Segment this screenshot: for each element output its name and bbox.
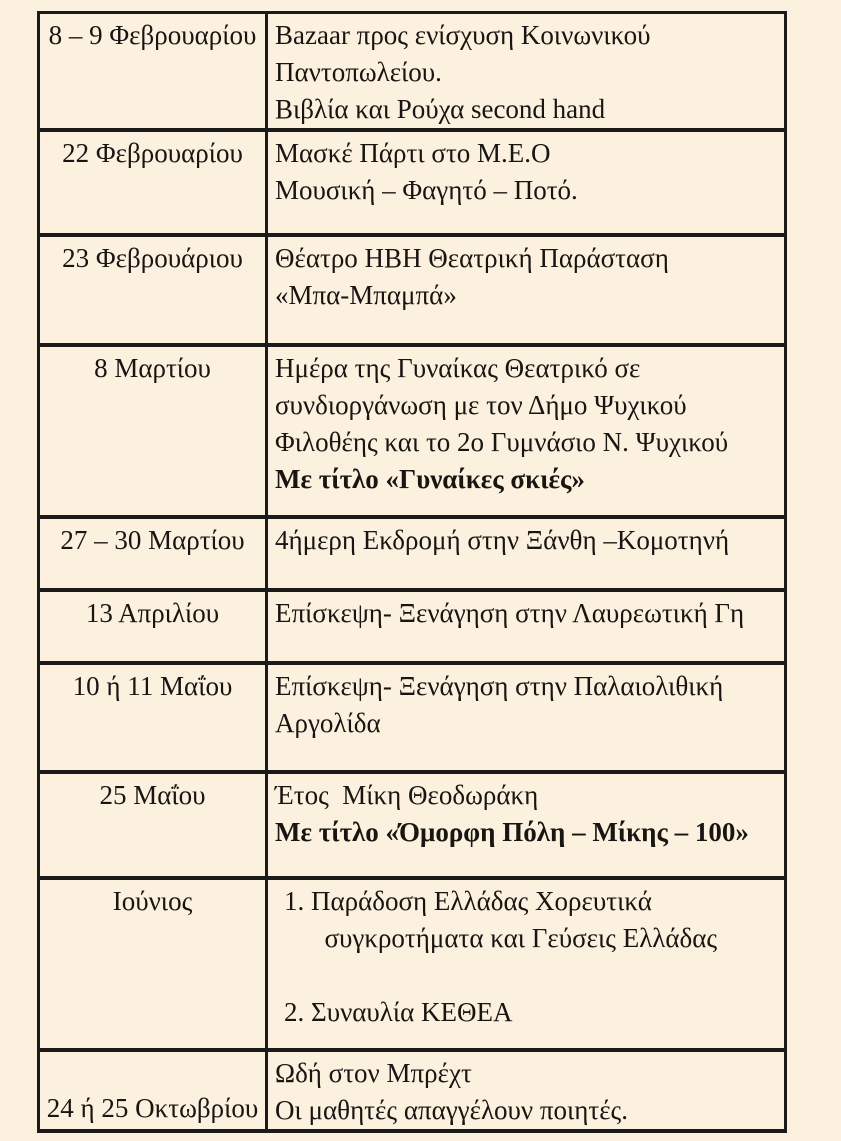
event-text-line: «Μπα-Μπαμπά» (275, 280, 457, 310)
table-row: 23 Φεβρουάριου Θέατρο ΗΒΗ Θεατρική Παράστ… (40, 233, 784, 343)
event-text-line: Μουσική – Φαγητό – Ποτό. (275, 175, 578, 205)
event-text-line: συνδιοργάνωση με τον Δήμο Ψυχικού (275, 390, 687, 420)
date-cell: Ιούνιος (40, 880, 268, 1048)
date-cell: 10 ή 11 Μαΐου (40, 665, 268, 770)
event-text-line: Bazaar προς ενίσχυση Κοινωνικού (275, 20, 651, 50)
description-cell: Επίσκεψη- Ξενάγηση στην Λαυρεωτική Γη (268, 592, 784, 661)
event-title-line: Με τίτλο «Γυναίκες σκιές» (275, 464, 585, 494)
event-text-line: Ωδή στον Μπρέχτ (275, 1058, 472, 1088)
date-cell: 27 – 30 Μαρτίου (40, 519, 268, 588)
table-row: 8 – 9 Φεβρουαρίου Bazaar προς ενίσχυση Κο… (40, 14, 784, 128)
description-cell: 4ήμερη Εκδρομή στην Ξάνθη –Κομοτηνή (268, 519, 784, 588)
table-row: Ιούνιος 1. Παράδοση Ελλάδας Χορευτικά συγ… (40, 876, 784, 1048)
event-text-line: Φιλοθέης και το 2ο Γυμνάσιο Ν. Ψυχικού (275, 427, 729, 457)
table-row: 13 Απριλίου Επίσκεψη- Ξενάγηση στην Λαυρε… (40, 588, 784, 661)
description-cell: Bazaar προς ενίσχυση Κοινωνικού Παντοπωλε… (268, 14, 784, 128)
event-text-line: Έτος Μίκη Θεοδωράκη (275, 780, 539, 810)
event-text-line: Επίσκεψη- Ξενάγηση στην Παλαιολιθική (275, 671, 724, 701)
date-cell: 13 Απριλίου (40, 592, 268, 661)
table-row: 25 Μαΐου Έτος Μίκη Θεοδωράκη Με τίτλο «Όμο… (40, 770, 784, 876)
description-cell: 1. Παράδοση Ελλάδας Χορευτικά συγκροτήμα… (268, 880, 784, 1048)
date-cell: 25 Μαΐου (40, 774, 268, 876)
event-text-line (284, 957, 780, 994)
event-text-line: Επίσκεψη- Ξενάγηση στην Λαυρεωτική Γη (275, 598, 745, 628)
event-text-line: Μασκέ Πάρτι στο Μ.Ε.Ο (275, 138, 551, 168)
description-cell: Έτος Μίκη Θεοδωράκη Με τίτλο «Όμορφη Πόλη… (268, 774, 784, 876)
date-cell: 23 Φεβρουάριου (40, 237, 268, 343)
date-cell: 22 Φεβρουαρίου (40, 132, 268, 233)
event-text-line: 4ήμερη Εκδρομή στην Ξάνθη –Κομοτηνή (275, 525, 730, 555)
event-text-line: Ημέρα της Γυναίκας Θεατρικό σε (275, 353, 641, 383)
date-cell: 8 Μαρτίου (40, 347, 268, 515)
table-row: 27 – 30 Μαρτίου 4ήμερη Εκδρομή στην Ξάνθη… (40, 515, 784, 588)
event-text-line: Αργολίδα (275, 708, 381, 738)
description-cell: Επίσκεψη- Ξενάγηση στην Παλαιολιθική Αργο… (268, 665, 784, 770)
event-text-line: 1. Παράδοση Ελλάδας Χορευτικά (284, 886, 652, 916)
description-cell: Θέατρο ΗΒΗ Θεατρική Παράσταση «Μπα-Μπαμπά… (268, 237, 784, 343)
event-text-line: Βιβλία και Ρούχα second hand (275, 94, 606, 124)
event-text-line: Θέατρο ΗΒΗ Θεατρική Παράσταση (275, 243, 669, 273)
table-row: 22 Φεβρουαρίου Μασκέ Πάρτι στο Μ.Ε.Ο Μουσι… (40, 128, 784, 233)
table-row: 10 ή 11 Μαΐου Επίσκεψη- Ξενάγηση στην Παλ… (40, 661, 784, 770)
events-schedule-table: 8 – 9 Φεβρουαρίου Bazaar προς ενίσχυση Κο… (37, 11, 787, 1133)
table-row: 24 ή 25 Οκτωβρίου Ωδή στον Μπρέχτ Οι μαθητ… (40, 1048, 784, 1129)
event-text-line: Οι μαθητές απαγγέλουν ποιητές. (275, 1095, 629, 1125)
event-title-line: Με τίτλο «Όμορφη Πόλη – Μίκης – 100» (275, 817, 749, 847)
event-text-line: Παντοπωλείου. (275, 57, 442, 87)
event-text-line: συγκροτήματα και Γεύσεις Ελλάδας (284, 923, 718, 953)
description-cell: Μασκέ Πάρτι στο Μ.Ε.Ο Μουσική – Φαγητό – … (268, 132, 784, 233)
description-cell: Ωδή στον Μπρέχτ Οι μαθητές απαγγέλουν ποι… (268, 1052, 784, 1129)
date-cell: 8 – 9 Φεβρουαρίου (40, 14, 268, 128)
table-row: 8 Μαρτίου Ημέρα της Γυναίκας Θεατρικό σε σ… (40, 343, 784, 515)
event-text-line: 2. Συναυλία ΚΕΘΕΑ (284, 997, 513, 1027)
date-cell: 24 ή 25 Οκτωβρίου (40, 1052, 268, 1129)
description-cell: Ημέρα της Γυναίκας Θεατρικό σε συνδιοργάν… (268, 347, 784, 515)
